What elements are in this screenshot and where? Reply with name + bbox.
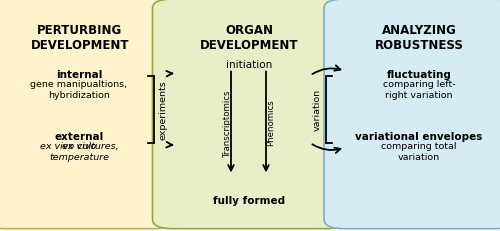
Text: Transcriptomics: Transcriptomics: [222, 89, 232, 156]
Text: ex vivo: ex vivo: [62, 141, 96, 150]
FancyBboxPatch shape: [324, 0, 500, 229]
Text: experiments: experiments: [158, 80, 168, 140]
FancyBboxPatch shape: [152, 0, 345, 229]
Text: ex vivo cultures,
temperature: ex vivo cultures, temperature: [40, 141, 118, 161]
Text: initiation: initiation: [226, 60, 272, 70]
Text: fully formed: fully formed: [213, 195, 285, 205]
Text: variation: variation: [312, 89, 322, 131]
Text: variational envelopes: variational envelopes: [356, 132, 482, 142]
Text: gene manipualtions,
hybridization: gene manipualtions, hybridization: [30, 80, 128, 100]
Text: internal: internal: [56, 69, 102, 79]
Text: fluctuating: fluctuating: [386, 69, 452, 79]
Text: comparing total
variation: comparing total variation: [382, 141, 457, 161]
Text: Phenomics: Phenomics: [266, 99, 276, 146]
Text: PERTURBING
DEVELOPMENT: PERTURBING DEVELOPMENT: [31, 24, 129, 52]
Text: ORGAN
DEVELOPMENT: ORGAN DEVELOPMENT: [200, 24, 298, 52]
Text: comparing left-
right variation: comparing left- right variation: [382, 80, 456, 100]
Text: ANALYZING
ROBUSTNESS: ANALYZING ROBUSTNESS: [374, 24, 464, 52]
Text: external: external: [54, 132, 104, 142]
FancyBboxPatch shape: [0, 0, 174, 229]
